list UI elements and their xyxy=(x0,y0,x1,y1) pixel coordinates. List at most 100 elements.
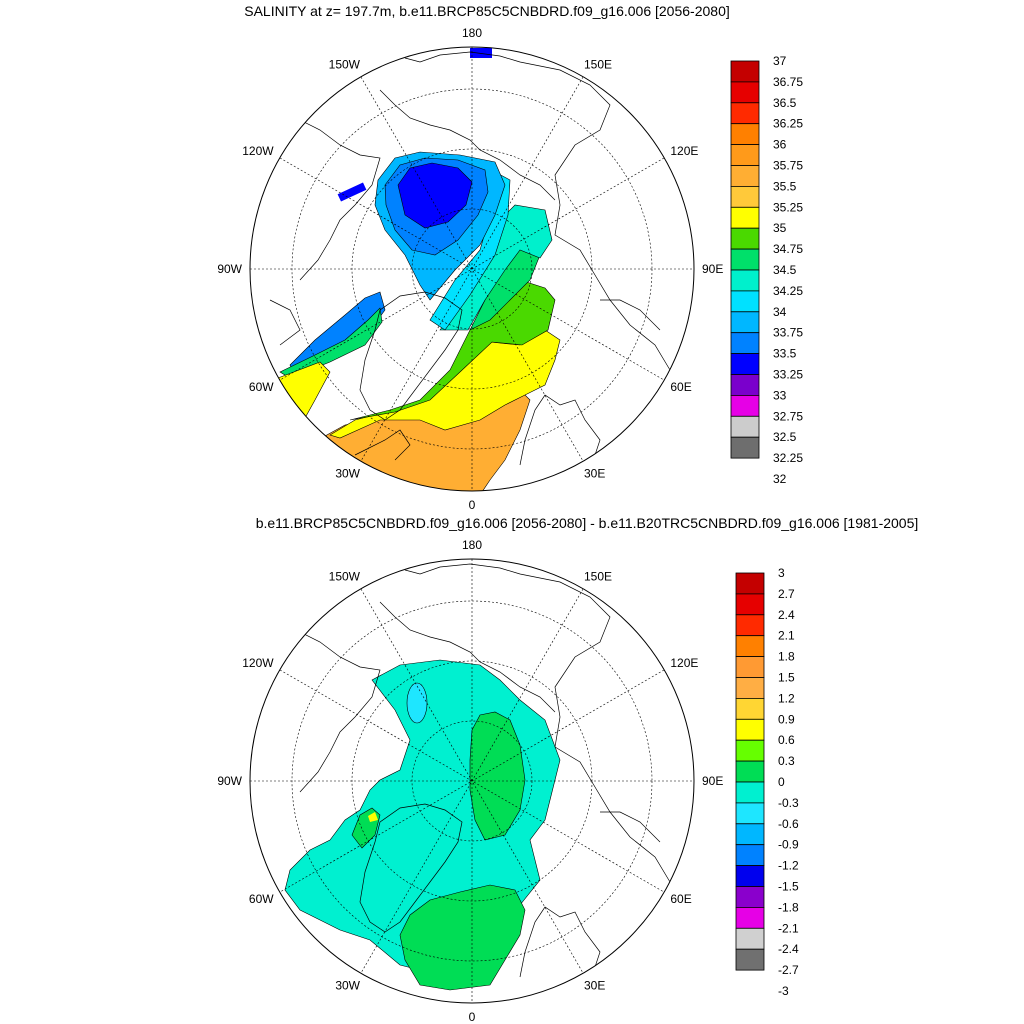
difference-field xyxy=(250,559,694,1003)
colorbar-label: 32.25 xyxy=(773,451,803,465)
colorbar-swatch xyxy=(730,248,760,271)
lon-label: 150E xyxy=(584,58,612,72)
colorbar-swatch xyxy=(735,948,765,971)
colorbar-label: 2.4 xyxy=(778,608,795,622)
colorbar-label: 35 xyxy=(773,221,787,235)
colorbar-label: 36.5 xyxy=(773,96,797,110)
colorbar-label: 32.75 xyxy=(773,409,803,423)
colorbar-swatch xyxy=(735,760,765,783)
lon-label: 90E xyxy=(702,774,723,788)
colorbar-swatch xyxy=(735,927,765,950)
colorbar-swatch xyxy=(730,227,760,250)
map-boundary xyxy=(249,558,695,1004)
colorbar-swatch xyxy=(730,144,760,166)
colorbar-label: 1.8 xyxy=(778,650,795,664)
colorbar-swatch xyxy=(735,656,765,678)
colorbar-label: -0.6 xyxy=(778,817,799,831)
longitude-labels: 180 150E 120E 90E 60E 30E 0 30W 60W 90W 120W 150W xyxy=(217,538,723,1024)
field-yellow-baffin xyxy=(368,812,378,822)
colorbar-swatch xyxy=(730,123,760,145)
colorbar-label: 34 xyxy=(773,305,787,319)
map-title-difference: b.e11.BRCP85C5CNBDRD.f09_g16.006 [2056-2… xyxy=(255,515,919,531)
colorbar-label: 3 xyxy=(778,566,785,580)
lon-label: 120W xyxy=(242,144,274,158)
lon-label: 30W xyxy=(335,978,360,992)
colorbar-label: -2.4 xyxy=(778,942,799,956)
colorbar-label: 2.1 xyxy=(778,629,795,643)
colorbar-label: 37 xyxy=(773,54,787,68)
colorbar-swatch xyxy=(735,677,765,699)
colorbar-swatch xyxy=(735,739,765,762)
colorbar-swatch xyxy=(730,60,760,83)
colorbar-label: 34.5 xyxy=(773,263,797,277)
colorbar-swatch xyxy=(730,353,760,375)
colorbar-label: 33 xyxy=(773,388,787,402)
colorbar-swatch xyxy=(735,844,765,867)
field-hudson-blue xyxy=(337,182,367,202)
colorbar-swatch xyxy=(735,886,765,908)
field-green-inflow xyxy=(349,279,556,421)
difference-map: 180 150E 120E 90E 60E 30E 0 30W 60W 90W 120W 150W 3… xyxy=(217,538,799,1024)
colorbar-swatch xyxy=(730,332,760,355)
colorbar-label: -1.8 xyxy=(778,900,799,914)
colorbar-swatch xyxy=(735,614,765,637)
colorbar-label: 32 xyxy=(773,472,787,486)
colorbar-label: 0.3 xyxy=(778,754,795,768)
lon-label: 180 xyxy=(462,538,482,552)
salinity-field xyxy=(250,47,694,491)
colorbar-label: -1.5 xyxy=(778,880,799,894)
colorbar-label: 36.25 xyxy=(773,117,803,131)
lon-label: 0 xyxy=(469,498,476,512)
field-light-blue-negative xyxy=(406,682,428,724)
lon-label: 60E xyxy=(670,380,691,394)
colorbar-label: 33.25 xyxy=(773,368,803,382)
coastlines xyxy=(299,563,671,993)
lon-label: 30W xyxy=(335,466,360,480)
lon-label: 120W xyxy=(242,656,274,670)
colorbar-label: 0 xyxy=(778,775,785,789)
lon-label: 150W xyxy=(329,58,361,72)
salinity-colorbar: 37 36.75 36.5 36.25 36 35.75 35.5 35.25 35 34.75 3… xyxy=(730,54,803,486)
field-pole-purple xyxy=(470,48,492,58)
colorbar-label: -1.2 xyxy=(778,859,799,873)
colorbar-swatch xyxy=(735,572,765,595)
colorbar-swatch xyxy=(735,718,765,741)
colorbar-label: 1.5 xyxy=(778,671,795,685)
graticule xyxy=(250,559,694,1003)
colorbar-swatch xyxy=(730,436,760,459)
colorbar-swatch xyxy=(730,185,760,208)
colorbar-label: -0.9 xyxy=(778,838,799,852)
lon-label: 90E xyxy=(702,262,723,276)
colorbar-label: 32.5 xyxy=(773,430,797,444)
colorbar-label: 34.75 xyxy=(773,242,803,256)
lon-label: 30E xyxy=(584,978,605,992)
field-dark-blue-core xyxy=(397,162,473,229)
colorbar-label: 0.6 xyxy=(778,733,795,747)
colorbar-label: 1.2 xyxy=(778,691,795,705)
colorbar-label: -3 xyxy=(778,984,789,998)
colorbar-swatch xyxy=(730,206,760,229)
lon-label: 30E xyxy=(584,466,605,480)
colorbar-label: 2.7 xyxy=(778,587,795,601)
colorbar-swatch xyxy=(735,802,765,825)
colorbar-label: 0.9 xyxy=(778,712,795,726)
colorbar-label: -2.7 xyxy=(778,963,799,977)
difference-colorbar: 3 2.7 2.4 2.1 1.8 1.5 1.2 0.9 0.6 0.3 0 -0.3 -0.6 -0.… xyxy=(735,566,799,998)
lon-label: 120E xyxy=(670,656,698,670)
colorbar-label: -0.3 xyxy=(778,796,799,810)
colorbar-swatch xyxy=(735,593,765,616)
map-title-salinity: SALINITY at z= 197.7m, b.e11.BRCP85C5CNB… xyxy=(244,3,730,19)
colorbar-swatch xyxy=(735,907,765,929)
colorbar-label: 33.5 xyxy=(773,347,797,361)
lon-label: 90W xyxy=(217,774,242,788)
colorbar-swatch xyxy=(735,698,765,720)
field-green-atlantic xyxy=(399,884,526,991)
colorbar-label: 36.75 xyxy=(773,75,803,89)
colorbar-swatch xyxy=(735,823,765,846)
lon-label: 90W xyxy=(217,262,242,276)
colorbar-swatch xyxy=(730,102,760,125)
colorbar-swatch xyxy=(735,781,765,804)
lon-label: 180 xyxy=(462,26,482,40)
colorbar-swatch xyxy=(735,635,765,658)
colorbar-label: 34.25 xyxy=(773,284,803,298)
